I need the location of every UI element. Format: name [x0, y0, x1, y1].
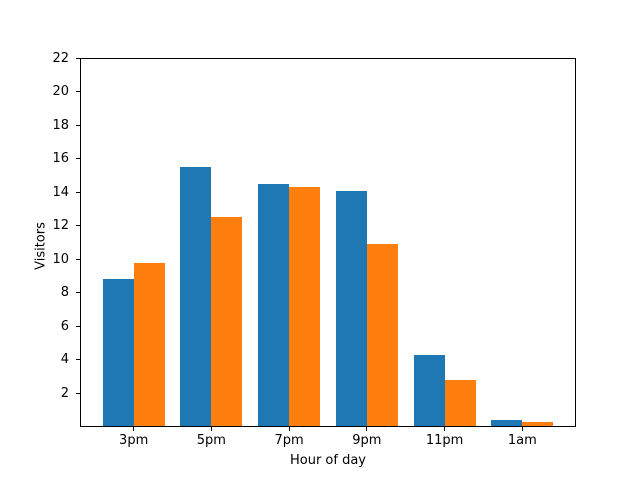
x-tick-mark-5pm [210, 427, 212, 431]
y-tick-mark-2 [76, 392, 80, 394]
x-tick-mark-1am [521, 427, 523, 431]
y-tick-label-2: 2 [60, 385, 69, 401]
x-tick-label-1am: 1am [507, 433, 537, 448]
bar-blue-series-7pm [258, 183, 290, 427]
y-tick-mark-6 [76, 325, 80, 327]
x-axis-label: Hour of day [289, 453, 367, 468]
x-tick-label-11pm: 11pm [425, 433, 464, 448]
bar-orange-series-3pm [133, 262, 165, 427]
bar-orange-series-1am [522, 421, 554, 427]
bar-blue-series-3pm [102, 279, 134, 427]
y-tick-label-10: 10 [52, 251, 69, 267]
x-tick-label-7pm: 7pm [274, 433, 304, 448]
y-tick-label-14: 14 [52, 184, 69, 200]
x-tick-label-9pm: 9pm [352, 433, 382, 448]
y-tick-label-12: 12 [52, 218, 69, 234]
x-tick-mark-3pm [133, 427, 135, 431]
y-tick-mark-10 [76, 258, 80, 260]
y-tick-mark-12 [76, 225, 80, 227]
y-tick-label-22: 22 [52, 50, 69, 66]
y-tick-label-16: 16 [52, 151, 69, 167]
bar-orange-series-11pm [444, 380, 476, 427]
y-tick-label-20: 20 [52, 84, 69, 100]
bar-blue-series-1am [491, 420, 523, 427]
y-tick-mark-16 [76, 158, 80, 160]
bar-orange-series-7pm [289, 187, 321, 427]
bar-blue-series-5pm [180, 167, 212, 427]
bar-orange-series-5pm [211, 217, 243, 427]
y-tick-label-8: 8 [60, 285, 69, 301]
bar-blue-series-11pm [413, 354, 445, 427]
x-tick-label-5pm: 5pm [196, 433, 226, 448]
bar-blue-series-9pm [335, 190, 367, 427]
y-tick-label-6: 6 [60, 318, 69, 334]
y-tick-label-4: 4 [60, 352, 69, 368]
y-tick-mark-20 [76, 91, 80, 93]
y-tick-mark-18 [76, 124, 80, 126]
x-tick-mark-7pm [288, 427, 290, 431]
x-tick-mark-9pm [366, 427, 368, 431]
y-tick-mark-14 [76, 191, 80, 193]
bar-orange-series-9pm [366, 244, 398, 427]
y-tick-mark-4 [76, 359, 80, 361]
x-tick-mark-11pm [444, 427, 446, 431]
y-tick-mark-8 [76, 292, 80, 294]
y-tick-mark-22 [76, 57, 80, 59]
y-axis-label-text: Visitors [33, 222, 49, 270]
x-tick-label-3pm: 3pm [119, 433, 149, 448]
y-tick-label-18: 18 [52, 117, 69, 133]
